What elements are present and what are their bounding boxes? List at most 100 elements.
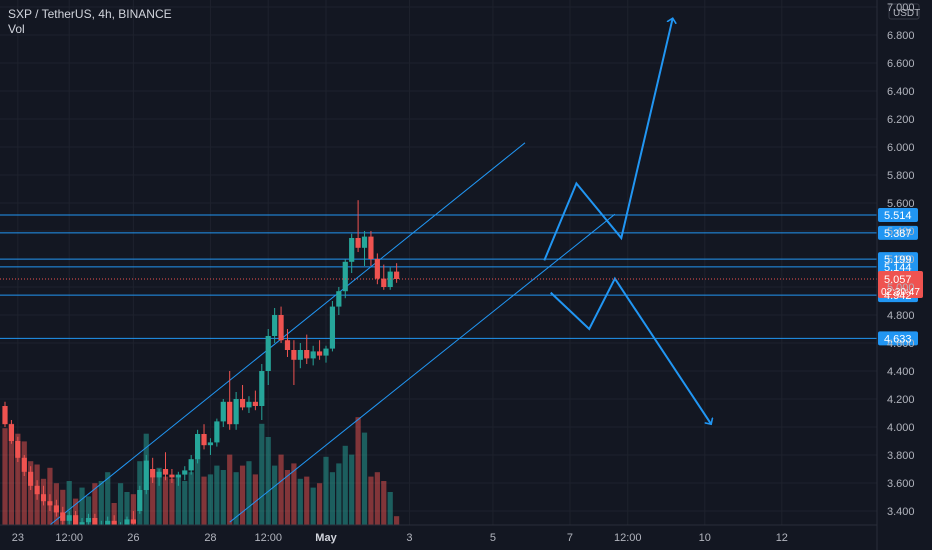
price-tick-label: 4.400 [887,366,915,378]
volume-bar [175,476,181,525]
price-tick-label: 6.000 [887,142,915,154]
volume-bar [265,437,271,525]
volume-bar [233,472,239,525]
volume-bar [394,516,400,525]
candle-body [201,434,207,446]
volume-bar [111,503,117,525]
candle-body [310,351,316,359]
candle-body [394,271,400,280]
plot-area [0,18,877,525]
price-tick-label: 6.400 [887,86,915,98]
candle-body [162,469,169,475]
currency-badge[interactable] [888,3,920,20]
candle-body [220,401,226,422]
last-price-label: 5.057 [884,274,912,286]
volume-bar [150,475,156,525]
candle-body [8,424,15,441]
bullish-path-arrow[interactable] [543,18,672,261]
price-axis [877,0,932,550]
volume-bar [381,481,387,525]
candle-body [150,469,156,478]
volume-bar [329,472,336,525]
volume-bar [130,494,136,525]
volume-bar [252,474,258,525]
price-tick-label: 3.800 [887,450,915,462]
candle-body [336,291,342,307]
time-tick-label: 5 [490,532,496,544]
candle-body [188,459,194,471]
volume-bar [2,428,8,525]
volume-bar [323,456,329,525]
price-tick-label: 3.400 [887,506,915,518]
volume-bar [79,487,85,525]
volume-bar [387,492,393,525]
volume-bar [246,461,252,525]
level-price-label: 5.199 [884,254,912,266]
time-tick-label: 23 [12,532,24,544]
volume-bar [368,476,374,525]
level-price-badge [878,331,918,346]
currency-label: USDT [893,8,920,19]
time-tick-label: 28 [204,532,216,544]
candle-body [272,315,278,336]
candle-body [291,350,297,360]
candle-series [2,200,400,525]
level-price-label: 5.144 [884,262,912,274]
candle-body [227,401,233,425]
candle-body [374,259,380,279]
candle-body [297,350,303,360]
volume-bar [105,472,111,525]
price-tick-label: 5.000 [887,282,915,294]
candle-body [28,471,34,486]
level-price-badge [878,259,918,274]
candle-body [85,518,92,523]
time-axis-bg [0,525,877,550]
candle-body [349,238,355,262]
volume-bar [85,496,92,525]
volume-bar [188,472,194,525]
time-tick-label: 7 [567,532,573,544]
level-price-label: 4.633 [884,333,912,345]
price-tick-label: 4.800 [887,310,915,322]
volume-bar [342,445,348,525]
candle-body [143,460,149,490]
volume-bar [162,476,169,525]
time-axis [0,524,877,550]
candle-body [15,441,21,458]
level-price-label: 4.942 [884,290,912,302]
bearish-path-arrow[interactable] [550,276,712,425]
volume-bar [214,465,220,525]
price-tick-label: 4.000 [887,422,915,434]
volume-bar [201,476,207,525]
candle-body [105,520,111,525]
time-tick-label: 10 [699,532,711,544]
candle-body [265,336,271,371]
price-tick-label: 5.800 [887,170,915,182]
candle-body [355,238,361,248]
candle-body [60,512,66,521]
trend-channel-line[interactable] [229,213,616,523]
volume-bar [207,474,214,525]
candle-body [329,306,336,349]
price-tick-label: 5.200 [887,254,915,266]
candle-body [111,520,117,525]
volume-bar [28,461,34,525]
candle-body [239,399,246,408]
volume-bar [284,470,291,525]
volume-bar [239,465,246,525]
level-price-badge [878,208,918,223]
volume-bar [355,417,361,525]
level-price-label: 5.514 [884,210,912,222]
price-tick-label: 3.600 [887,478,915,490]
candle-body [79,522,85,525]
candle-body [92,518,98,525]
volume-bar [361,432,368,525]
price-tick-label: 6.800 [887,30,915,42]
price-tick-label: 5.600 [887,198,915,210]
volume-bar [304,476,310,525]
time-tick-label: 12:00 [614,532,642,544]
volume-bar [336,463,342,525]
candle-body [342,261,348,292]
candle-body [124,519,130,525]
